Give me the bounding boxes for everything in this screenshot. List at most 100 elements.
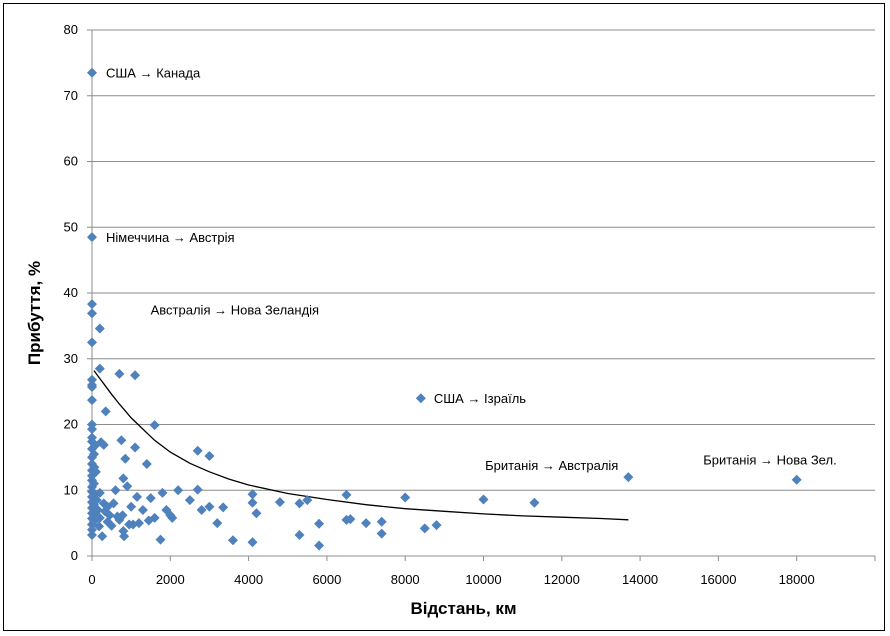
data-point xyxy=(114,368,125,379)
data-point xyxy=(108,498,119,509)
data-point xyxy=(274,497,285,508)
data-point xyxy=(94,363,105,374)
x-tick-label: 18000 xyxy=(779,572,815,587)
chart-frame xyxy=(3,3,885,631)
data-point xyxy=(227,535,238,546)
data-point xyxy=(141,458,152,469)
data-point xyxy=(145,493,156,504)
data-point xyxy=(400,492,411,503)
data-point xyxy=(361,518,372,529)
annotation-label: США → Ізраїль xyxy=(434,391,526,406)
data-point xyxy=(192,484,203,495)
data-point xyxy=(294,498,305,509)
data-point xyxy=(119,531,130,542)
data-point xyxy=(251,508,262,519)
data-point xyxy=(117,510,128,521)
data-point xyxy=(247,497,258,508)
data-point xyxy=(87,524,97,535)
data-point xyxy=(218,502,229,513)
data-point xyxy=(431,520,442,531)
data-point xyxy=(87,395,97,406)
data-point xyxy=(204,451,215,462)
trend-line xyxy=(93,370,629,521)
annotation-label: Британія → Нова Зел. xyxy=(703,453,836,468)
data-point xyxy=(376,516,387,527)
data-point xyxy=(376,528,387,539)
x-tick-labels: 0 2000 4000 6000 8000 10000 12000 14000 16000 180… xyxy=(88,572,814,587)
y-axis-title: Прибуття, % xyxy=(25,261,44,365)
data-point xyxy=(97,531,108,542)
data-point xyxy=(791,474,802,485)
data-point xyxy=(88,478,99,489)
x-tick-label: 4000 xyxy=(234,572,263,587)
data-point xyxy=(133,518,144,529)
data-point xyxy=(132,491,143,502)
annotation-label: США → Канада xyxy=(106,66,201,81)
data-point xyxy=(247,537,258,548)
data-point xyxy=(87,308,97,319)
data-point xyxy=(94,521,105,532)
data-point xyxy=(88,449,99,460)
y-tick-label: 40 xyxy=(64,285,78,300)
data-point xyxy=(87,374,97,385)
data-point xyxy=(87,232,97,243)
annotation-label: Британія → Австралія xyxy=(485,458,618,473)
data-point xyxy=(184,495,195,506)
data-point xyxy=(87,337,97,348)
data-point xyxy=(155,534,166,545)
y-tick-label: 10 xyxy=(64,482,78,497)
data-point xyxy=(204,501,215,512)
data-point xyxy=(106,520,117,531)
data-point xyxy=(118,526,129,537)
data-point xyxy=(126,501,137,512)
data-point xyxy=(122,481,133,492)
data-point xyxy=(87,424,97,435)
data-point xyxy=(94,512,105,523)
y-tick-label: 70 xyxy=(64,88,78,103)
x-tick-label: 8000 xyxy=(391,572,420,587)
x-tick-label: 16000 xyxy=(700,572,736,587)
data-point xyxy=(87,299,97,310)
data-point xyxy=(314,540,325,551)
data-point xyxy=(120,453,131,464)
data-point xyxy=(196,504,207,515)
data-point xyxy=(92,504,103,515)
y-tick-label: 50 xyxy=(64,219,78,234)
data-point xyxy=(314,518,325,529)
data-point xyxy=(91,495,102,506)
data-point xyxy=(98,439,109,450)
data-point xyxy=(192,445,203,456)
data-point xyxy=(130,442,141,453)
data-point xyxy=(90,466,101,477)
y-tick-label: 30 xyxy=(64,351,78,366)
data-point xyxy=(167,512,178,523)
annotation-label: Німеччина → Австрія xyxy=(106,230,235,245)
x-axis-title: Відстань, км xyxy=(410,599,516,618)
data-point xyxy=(294,529,305,540)
annotation-label: Австралія → Нова Зеландія xyxy=(151,303,319,318)
data-point xyxy=(118,473,129,484)
x-tick-label: 6000 xyxy=(312,572,341,587)
x-tick-label: 14000 xyxy=(622,572,658,587)
data-point xyxy=(529,497,540,508)
data-point xyxy=(478,494,489,505)
data-point xyxy=(104,510,115,521)
data-point xyxy=(415,393,426,404)
data-point xyxy=(137,504,148,515)
data-point xyxy=(130,370,141,381)
data-point xyxy=(87,67,97,78)
data-points xyxy=(87,67,802,551)
data-point xyxy=(94,487,105,498)
data-point xyxy=(212,518,223,529)
data-point xyxy=(419,523,430,534)
data-point xyxy=(341,489,352,500)
y-tick-label: 0 xyxy=(71,548,78,563)
data-point xyxy=(87,529,97,540)
data-point xyxy=(116,435,127,446)
data-point xyxy=(100,406,111,417)
data-point xyxy=(149,420,160,431)
y-tick-label: 20 xyxy=(64,417,78,432)
data-point xyxy=(87,382,97,393)
data-point xyxy=(247,489,258,500)
